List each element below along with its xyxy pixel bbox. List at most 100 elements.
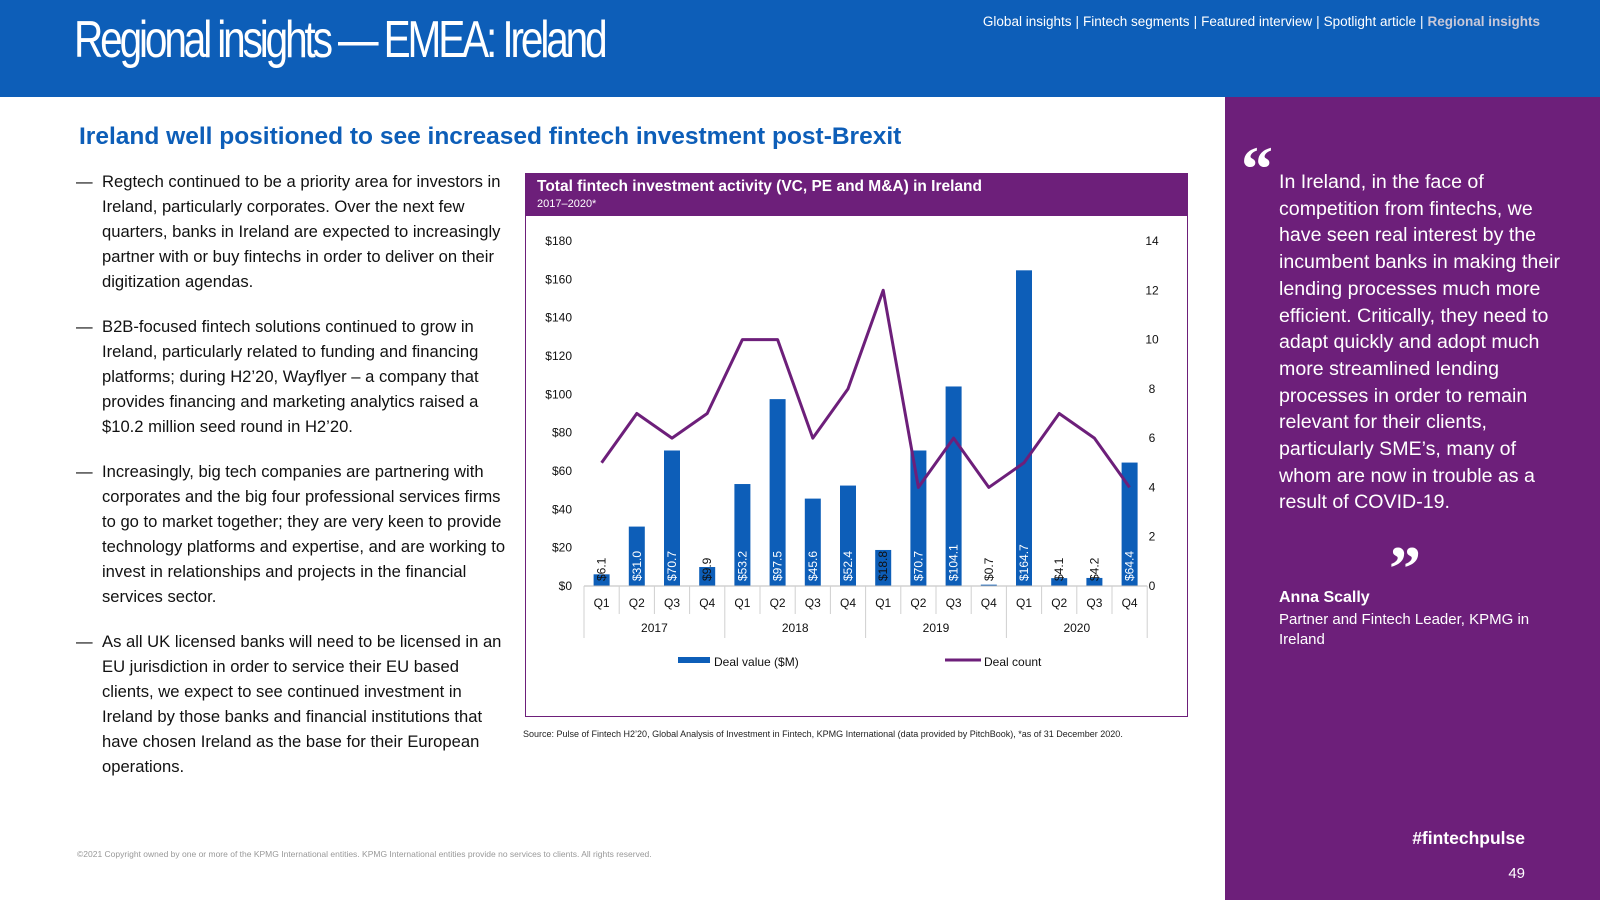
y-right-tick-label: 2 xyxy=(1149,530,1156,544)
bar-data-label: $4.1 xyxy=(1052,557,1066,581)
chart-subtitle: 2017–2020* xyxy=(537,198,597,210)
x-tick-label: Q3 xyxy=(664,596,680,610)
nav-link-fintech-segments[interactable]: Fintech segments xyxy=(1083,14,1190,29)
bullet-dash: — xyxy=(76,317,93,336)
bar-deal-value xyxy=(734,484,751,586)
bar-data-label: $52.4 xyxy=(841,551,855,581)
x-year-label: 2018 xyxy=(782,621,809,635)
bullet-item: — B2B-focused fintech solutions continued… xyxy=(76,314,508,439)
header-bar: Regional insights — EMEA: Ireland Global… xyxy=(0,0,1600,97)
bar-deal-value xyxy=(945,386,962,586)
chart-title: Total fintech investment activity (VC, P… xyxy=(537,178,982,195)
x-tick-label: Q1 xyxy=(594,596,610,610)
bullet-text: B2B-focused fintech solutions continued … xyxy=(102,317,479,436)
bar-data-label: $104.1 xyxy=(947,544,961,581)
nav-link-spotlight-article[interactable]: Spotlight article xyxy=(1323,14,1416,29)
section-subheading: Ireland well positioned to see increased… xyxy=(79,123,902,150)
nav-link-featured-interview[interactable]: Featured interview xyxy=(1201,14,1313,29)
bar-data-label: $70.7 xyxy=(665,551,679,581)
nav-separator: | xyxy=(1316,14,1320,29)
quote-author-role: Partner and Fintech Leader, KPMG in Irel… xyxy=(1279,611,1530,648)
quote-text: In Ireland, in the face of competition f… xyxy=(1279,171,1560,514)
x-tick-label: Q3 xyxy=(946,596,962,610)
close-quote-icon: ” xyxy=(1389,533,1421,604)
page-number: 49 xyxy=(1508,865,1525,882)
x-tick-label: Q3 xyxy=(1086,596,1102,610)
y-right-tick-label: 8 xyxy=(1149,382,1156,396)
x-year-label: 2019 xyxy=(923,621,950,635)
y-left-tick-label: $60 xyxy=(552,464,572,478)
chart-panel: Total fintech investment activity (VC, P… xyxy=(525,173,1188,717)
x-tick-label: Q4 xyxy=(981,596,997,610)
bar-deal-value xyxy=(1121,462,1138,586)
bar-data-label: $45.6 xyxy=(806,551,820,581)
nav-separator: | xyxy=(1193,14,1198,29)
bar-deal-value xyxy=(699,567,716,586)
x-tick-label: Q2 xyxy=(770,596,786,610)
bullet-list: — Regtech continued to be a priority area… xyxy=(76,169,508,799)
bar-data-label: $4.2 xyxy=(1087,557,1101,581)
x-tick-label: Q2 xyxy=(910,596,926,610)
bullet-text: As all UK licensed banks will need to be… xyxy=(102,632,502,776)
bullet-text: Regtech continued to be a priority area … xyxy=(102,172,501,291)
bar-data-label: $31.0 xyxy=(630,551,644,581)
bullet-item: — Increasingly, big tech companies are pa… xyxy=(76,459,508,609)
x-tick-label: Q4 xyxy=(840,596,856,610)
chart-header: Total fintech investment activity (VC, P… xyxy=(526,174,1187,216)
bar-data-label: $18.8 xyxy=(876,551,890,581)
page-title: Regional insights — EMEA: Ireland xyxy=(74,11,608,69)
bullet-dash: — xyxy=(76,632,93,651)
bar-data-label: $9.9 xyxy=(700,557,714,581)
bullet-text: Increasingly, big tech companies are par… xyxy=(102,462,506,606)
y-right-tick-label: 0 xyxy=(1149,579,1156,593)
bar-deal-value xyxy=(980,584,997,586)
bar-deal-value xyxy=(769,399,786,586)
bar-deal-value xyxy=(1016,270,1032,586)
x-tick-label: Q2 xyxy=(1051,596,1067,610)
y-right-tick-label: 14 xyxy=(1145,234,1159,248)
nav-separator: | xyxy=(1419,14,1424,29)
legend-label-deal-count: Deal count xyxy=(984,655,1042,669)
bullet-item: — As all UK licensed banks will need to b… xyxy=(76,629,508,779)
bar-deal-value xyxy=(1086,577,1103,586)
line-deal-count xyxy=(600,288,1131,489)
bullet-dash: — xyxy=(76,462,93,481)
bar-data-label: $164.7 xyxy=(1017,544,1031,581)
bar-deal-value xyxy=(1051,578,1068,586)
y-left-tick-label: $40 xyxy=(552,502,572,516)
bar-data-label: $70.7 xyxy=(911,551,925,581)
bar-deal-value xyxy=(804,498,821,586)
y-left-tick-label: $140 xyxy=(545,311,572,325)
bullet-item: — Regtech continued to be a priority area… xyxy=(76,169,508,294)
x-tick-label: Q2 xyxy=(629,596,645,610)
x-tick-label: Q1 xyxy=(875,596,891,610)
x-tick-label: Q1 xyxy=(734,596,750,610)
bar-deal-value xyxy=(664,450,680,586)
nav-link-global-insights[interactable]: Global insights xyxy=(982,14,1072,29)
x-year-label: 2020 xyxy=(1063,621,1090,635)
bar-deal-value xyxy=(593,574,610,586)
x-tick-label: Q4 xyxy=(1122,596,1138,610)
x-tick-label: Q1 xyxy=(1016,596,1032,610)
bar-data-label: $6.1 xyxy=(595,557,609,581)
bar-data-label: $64.4 xyxy=(1123,551,1137,581)
bullet-dash: — xyxy=(76,172,93,191)
bar-deal-value xyxy=(875,549,892,586)
chart-plot: $0 $20 $40 $60 $80 $100 $120 $140 $160 $180 0 2 4 6 8 1… xyxy=(545,234,1159,669)
y-left-tick-label: $180 xyxy=(545,234,572,248)
hashtag-link[interactable]: #fintechpulse xyxy=(1412,828,1525,848)
y-left-tick-label: $120 xyxy=(545,349,572,363)
bar-data-label: $97.5 xyxy=(771,551,785,581)
x-tick-label: Q4 xyxy=(699,596,715,610)
open-quote-icon: “ xyxy=(1241,133,1273,204)
y-left-tick-label: $100 xyxy=(545,387,572,401)
y-left-tick-label: $160 xyxy=(545,272,572,286)
x-tick-label: Q3 xyxy=(805,596,821,610)
bar-deal-value xyxy=(840,485,856,586)
bar-data-label: $53.2 xyxy=(735,551,749,581)
nav-link-regional-insights[interactable]: Regional insights xyxy=(1427,14,1540,29)
quote-author-name: Anna Scally xyxy=(1279,589,1370,606)
y-left-tick-label: $80 xyxy=(552,426,572,440)
bar-data-label: $0.7 xyxy=(982,557,996,581)
copyright-notice: ©2021 Copyright owned by one or more of … xyxy=(77,849,652,859)
